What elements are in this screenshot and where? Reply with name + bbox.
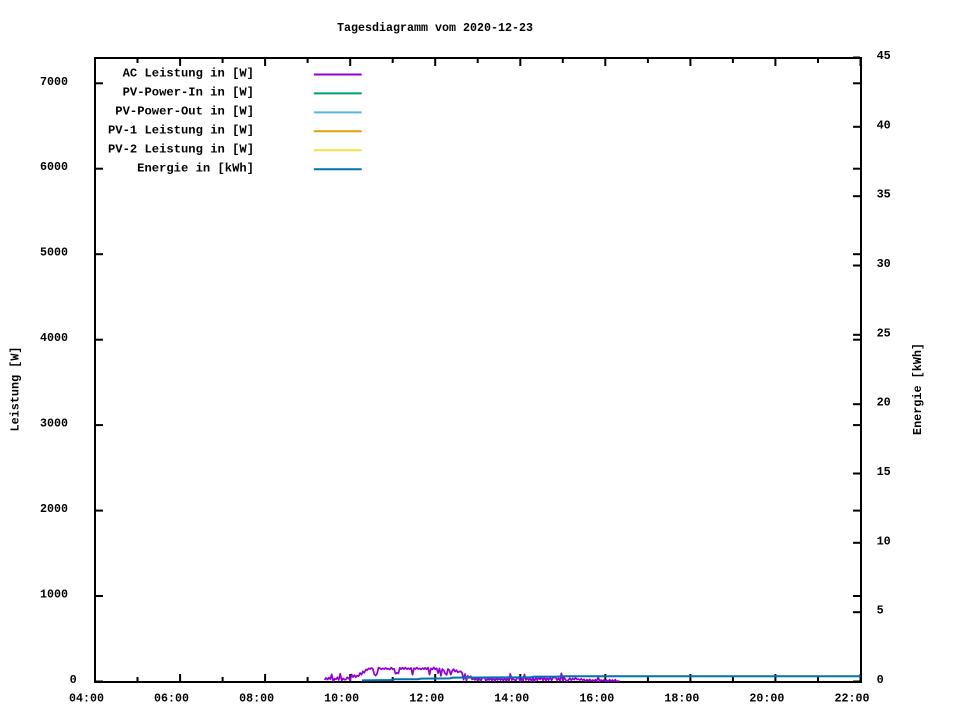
svg-text:18:00: 18:00	[664, 692, 699, 706]
svg-text:0: 0	[877, 673, 884, 687]
svg-text:Energie in [kWh]: Energie in [kWh]	[137, 161, 254, 175]
svg-text:PV-1 Leistung in [W]: PV-1 Leistung in [W]	[108, 123, 254, 137]
svg-text:1000: 1000	[40, 588, 68, 602]
svg-text:7000: 7000	[40, 75, 68, 89]
svg-text:Tagesdiagramm vom 2020-12-23: Tagesdiagramm vom 2020-12-23	[337, 21, 533, 35]
svg-text:25: 25	[877, 326, 891, 340]
svg-text:35: 35	[877, 188, 891, 202]
svg-text:5: 5	[877, 604, 884, 618]
svg-text:04:00: 04:00	[69, 692, 104, 706]
svg-text:6000: 6000	[40, 160, 68, 174]
svg-text:14:00: 14:00	[494, 692, 529, 706]
svg-text:08:00: 08:00	[239, 692, 274, 706]
svg-text:10: 10	[877, 534, 891, 548]
svg-text:12:00: 12:00	[409, 692, 444, 706]
svg-text:30: 30	[877, 257, 891, 271]
svg-text:PV-Power-In in [W]: PV-Power-In in [W]	[123, 86, 254, 100]
svg-text:PV-Power-Out in [W]: PV-Power-Out in [W]	[115, 104, 254, 118]
svg-text:2000: 2000	[40, 502, 68, 516]
svg-text:Leistung [W]: Leistung [W]	[9, 347, 23, 432]
svg-text:3000: 3000	[40, 417, 68, 431]
svg-text:40: 40	[877, 118, 891, 132]
svg-text:45: 45	[877, 49, 891, 63]
svg-text:5000: 5000	[40, 246, 68, 260]
svg-text:10:00: 10:00	[324, 692, 359, 706]
svg-text:PV-2 Leistung in [W]: PV-2 Leistung in [W]	[108, 142, 254, 156]
svg-text:4000: 4000	[40, 331, 68, 345]
svg-text:15: 15	[877, 465, 891, 479]
svg-text:AC Leistung in [W]: AC Leistung in [W]	[123, 67, 254, 81]
svg-text:0: 0	[70, 673, 77, 687]
svg-text:22:00: 22:00	[834, 692, 869, 706]
svg-text:16:00: 16:00	[579, 692, 614, 706]
svg-text:Energie [kWh]: Energie [kWh]	[911, 343, 925, 435]
svg-text:20:00: 20:00	[749, 692, 784, 706]
svg-text:06:00: 06:00	[154, 692, 189, 706]
svg-text:20: 20	[877, 396, 891, 410]
